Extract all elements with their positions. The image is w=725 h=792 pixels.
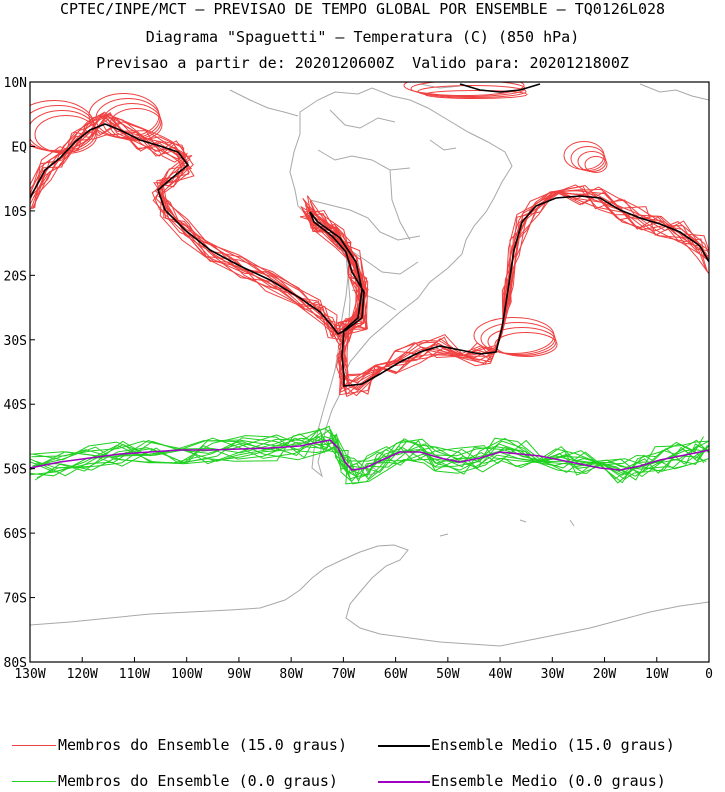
legend-swatch-mean-15	[378, 745, 430, 747]
lon-label: 60W	[384, 667, 408, 682]
africa-coast	[639, 83, 709, 101]
legend-label-members-0: Membros do Ensemble (0.0 graus)	[58, 772, 338, 790]
lat-label: 50S	[4, 463, 27, 478]
member-15deg-loop	[417, 85, 527, 98]
member-15deg-contour	[30, 116, 709, 395]
member-15deg-contour	[30, 115, 709, 386]
member-0deg-contour	[34, 435, 709, 485]
member-15deg-contour	[34, 114, 709, 382]
member-15deg-loop	[403, 82, 525, 96]
lat-label: 20S	[4, 269, 27, 284]
lon-label: 90W	[227, 667, 251, 682]
lon-label: 100W	[171, 667, 202, 682]
member-15deg-loop	[102, 103, 162, 140]
member-0deg-contour	[36, 433, 709, 479]
latitude-labels: 10N EQ 10S 20S 30S 40S 50S 60S 70S 80S	[4, 76, 35, 671]
longitude-labels: 130W 120W 110W 100W 90W 80W 70W 60W 50W 40W 30W 20W…	[14, 657, 713, 682]
member-15deg-loop	[410, 82, 526, 97]
member-15deg-contour	[33, 116, 708, 396]
mean-15deg-top	[459, 83, 541, 93]
member-15deg-contour	[30, 121, 709, 384]
title-line-1: CPTEC/INPE/MCT – PREVISAO DE TEMPO GLOBA…	[59, 0, 666, 18]
map-area	[30, 82, 709, 647]
south-georgia-islands	[439, 519, 575, 537]
lon-label: 50W	[436, 667, 460, 682]
lon-label: 10W	[645, 667, 669, 682]
member-15deg-loop	[34, 115, 98, 154]
member-15deg-loop	[424, 90, 528, 99]
lon-label: 30W	[541, 667, 565, 682]
member-15deg-loop	[563, 141, 605, 170]
lon-label: 130W	[14, 667, 45, 682]
member-15deg-contour	[30, 111, 709, 392]
legend-swatch-mean-0	[378, 781, 430, 783]
lon-label: 40W	[488, 667, 512, 682]
lon-label: 110W	[119, 667, 150, 682]
member-15deg-contour	[30, 112, 709, 397]
lon-label: 80W	[279, 667, 303, 682]
lat-label: EQ	[11, 140, 27, 155]
lat-label: 80S	[4, 656, 27, 671]
member-15deg-loop	[30, 110, 97, 153]
south-america-coast	[289, 87, 513, 478]
lat-label: 70S	[4, 592, 27, 607]
legend-label-mean-15: Ensemble Medio (15.0 graus)	[431, 736, 675, 754]
legend-swatch-members-15	[12, 745, 56, 746]
central-america-coast	[229, 89, 299, 117]
member-15deg-contour	[30, 113, 709, 398]
title-line-3: Previsao a partir de: 2020120600Z Valido…	[96, 54, 629, 72]
lon-label: 0	[705, 667, 713, 682]
lat-label: 60S	[4, 527, 27, 542]
member-15deg-loop	[494, 332, 558, 357]
lat-label: 30S	[4, 334, 27, 349]
legend-label-members-15: Membros do Ensemble (15.0 graus)	[58, 736, 347, 754]
lon-label: 120W	[67, 667, 98, 682]
mean-15deg-line	[30, 123, 709, 387]
country-borders	[309, 109, 457, 341]
lon-label: 70W	[332, 667, 356, 682]
member-15deg-loop	[584, 156, 608, 173]
lat-label: 10N	[4, 76, 27, 91]
members-15deg	[30, 82, 709, 398]
legend-label-mean-0: Ensemble Medio (0.0 graus)	[431, 772, 666, 790]
members-0deg	[30, 425, 709, 485]
map-frame	[29, 81, 710, 663]
mean-0deg-line	[30, 439, 709, 471]
coastlines	[30, 83, 709, 647]
legend-swatch-members-0	[12, 781, 56, 782]
lat-label: 10S	[4, 205, 27, 220]
antarctic-coast	[30, 544, 709, 647]
member-15deg-contour	[31, 114, 709, 394]
member-15deg-contour	[30, 115, 707, 390]
member-15deg-loop	[109, 108, 163, 141]
lon-label: 20W	[593, 667, 617, 682]
member-0deg-contour	[33, 427, 705, 484]
lat-label: 40S	[4, 398, 27, 413]
title-line-2: Diagrama "Spaguetti" – Temperatura (C) (…	[145, 28, 580, 46]
member-0deg-contour	[31, 436, 709, 480]
